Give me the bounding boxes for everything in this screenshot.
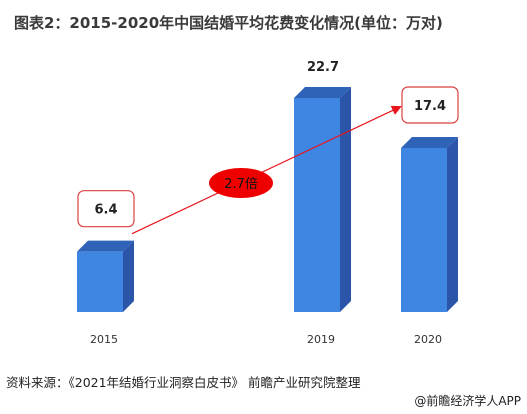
bar-front-face — [77, 251, 123, 312]
growth-arrow — [131, 105, 402, 235]
bar-side-face — [123, 240, 134, 312]
value-label: 17.4 — [414, 99, 446, 114]
value-label: 22.7 — [307, 60, 339, 75]
value-label-box — [401, 86, 459, 124]
value-label: 6.4 — [94, 203, 117, 218]
brand-credit: @前瞻经济学人APP — [414, 394, 521, 408]
bar-front-face — [401, 147, 447, 312]
bar-top-face — [401, 136, 458, 148]
x-tick-label: 2015 — [90, 333, 118, 346]
growth-annotation: 2.7倍 — [224, 177, 258, 192]
x-tick-label: 2020 — [414, 333, 442, 346]
bar-side-face — [447, 136, 458, 312]
value-label-box — [77, 190, 135, 228]
chart-title: 图表2：2015-2020年中国结婚平均花费变化情况(单位：万对) — [14, 14, 443, 32]
bar-2020 — [401, 136, 458, 312]
x-tick-label: 2019 — [307, 333, 335, 346]
bar-front-face — [294, 98, 340, 312]
bar-2015 — [77, 240, 134, 312]
bar-side-face — [340, 87, 351, 312]
growth-ellipse — [209, 168, 273, 198]
bar-2019 — [294, 87, 351, 312]
bar-top-face — [77, 240, 134, 252]
bar-top-face — [294, 87, 351, 98]
source-note: 资料来源：《2021年结婚行业洞察白皮书》 前瞻产业研究院整理 — [6, 375, 361, 390]
